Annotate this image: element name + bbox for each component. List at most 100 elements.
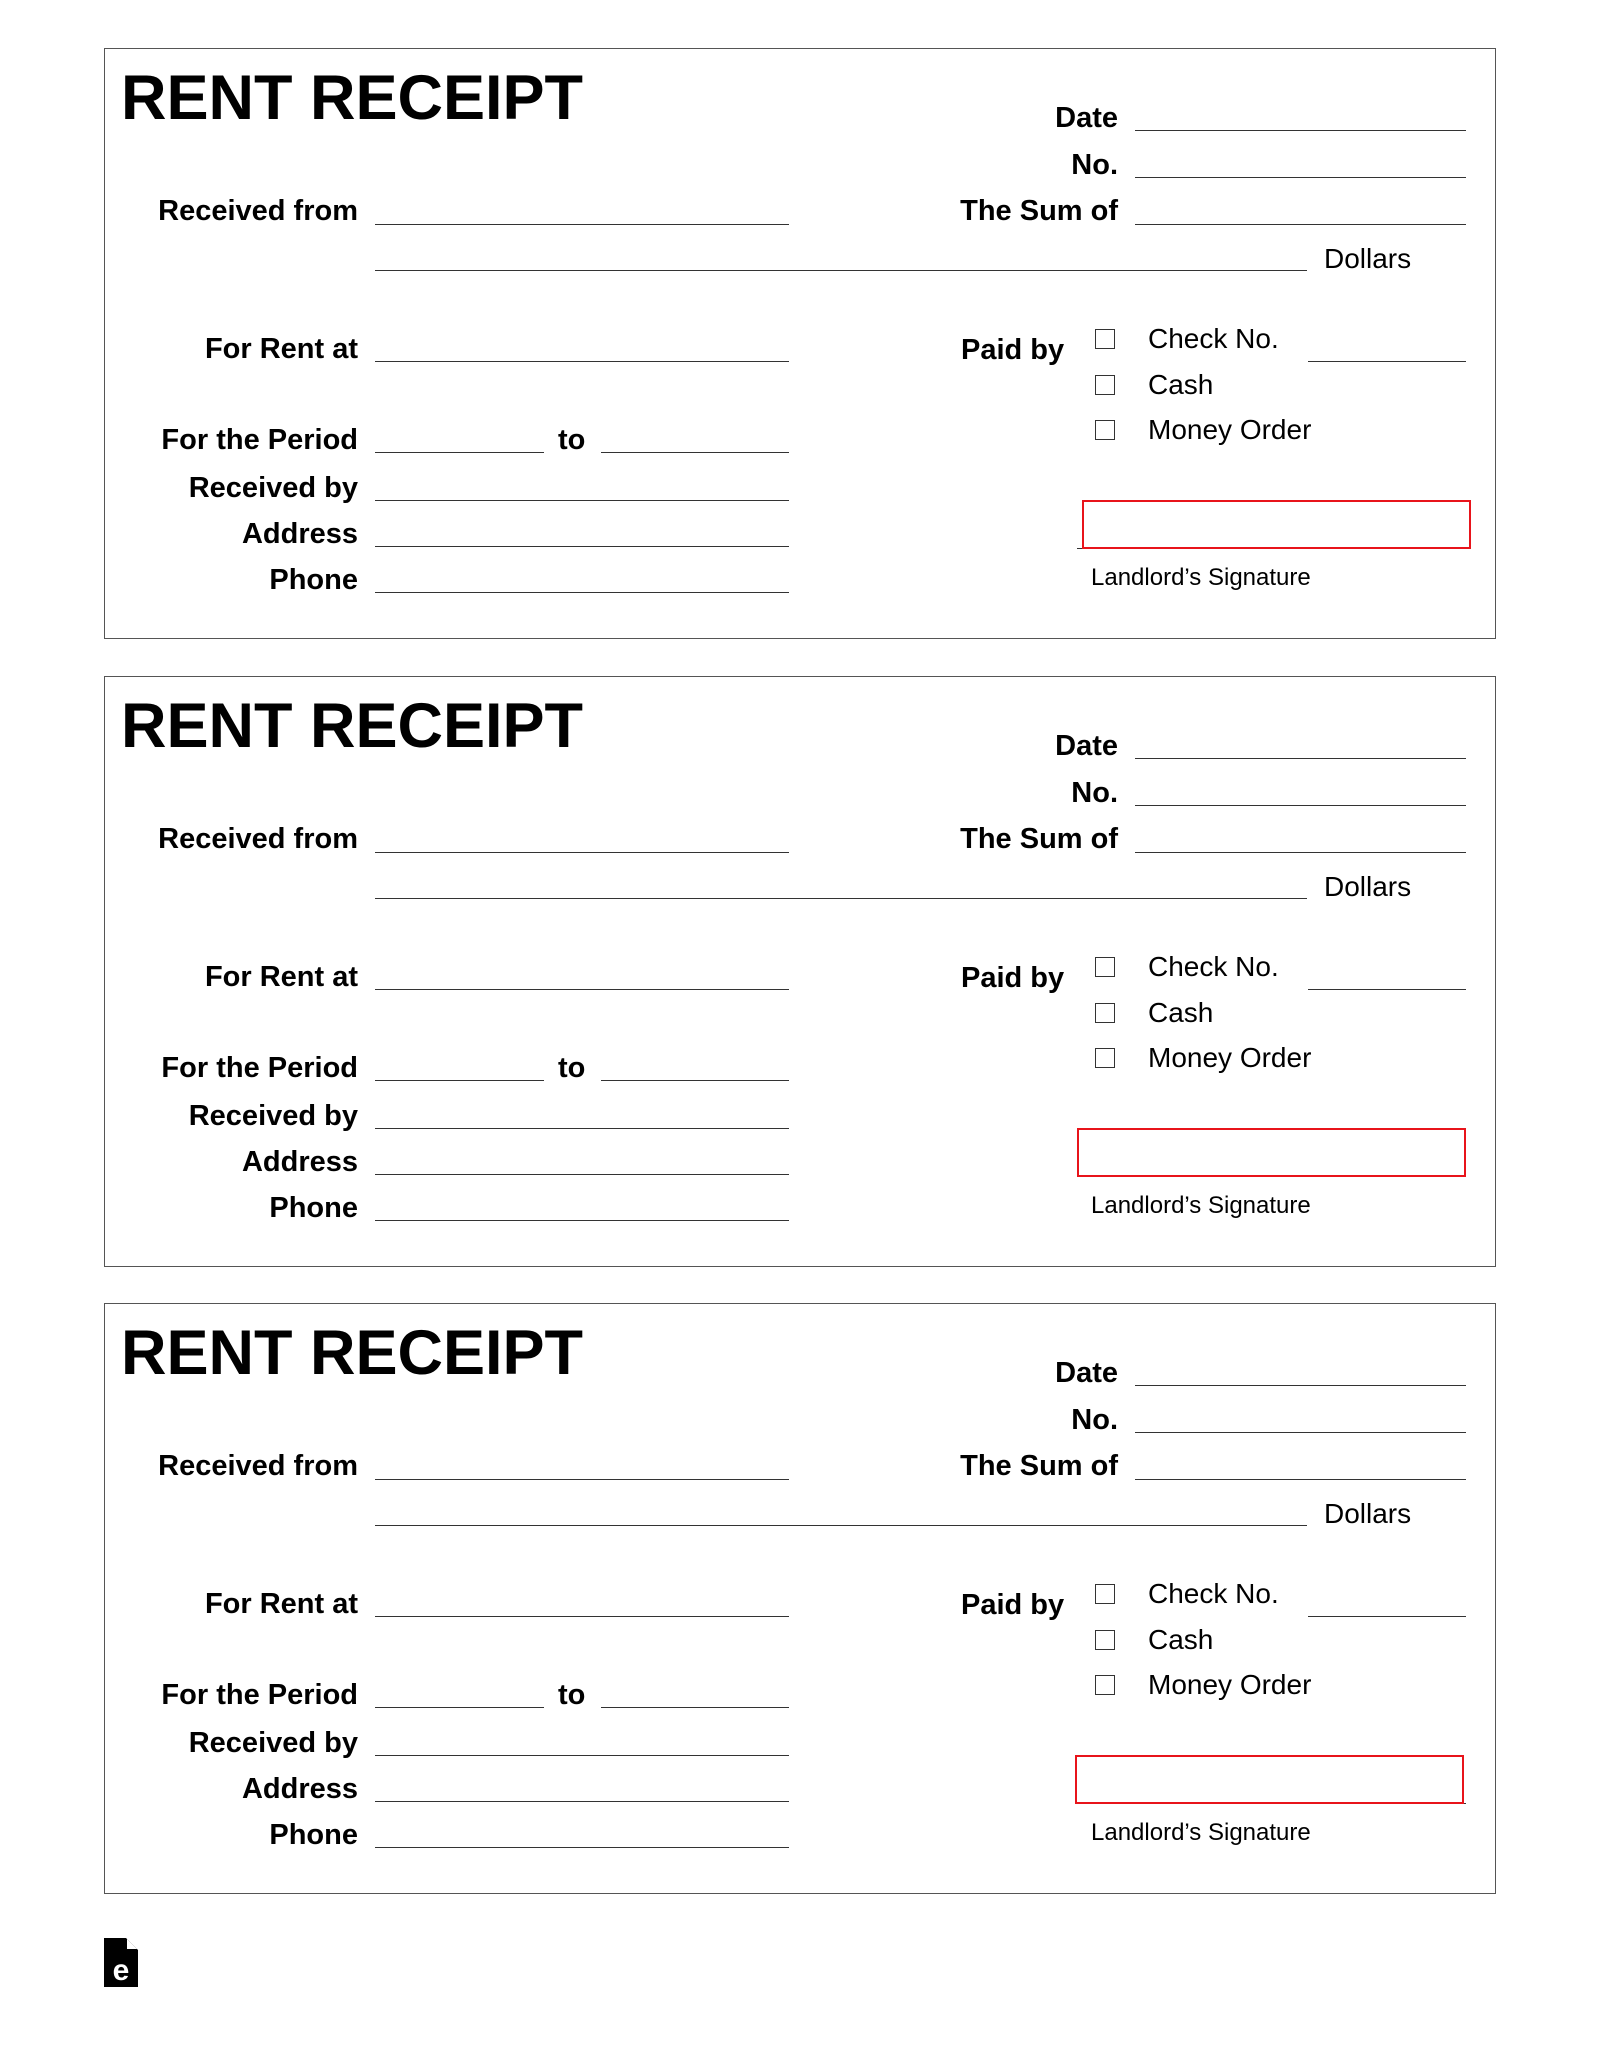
- sum-of-label: The Sum of: [960, 195, 1118, 227]
- payment-option-check: Check No.: [1148, 323, 1279, 354]
- period-start-field[interactable]: [375, 1707, 544, 1708]
- for-rent-at-label: For Rent at: [204, 1588, 358, 1620]
- checkbox-check[interactable]: [1095, 957, 1115, 977]
- landlord-signature-label: Landlord’s Signature: [1091, 1819, 1311, 1846]
- phone-label: Phone: [269, 1819, 358, 1851]
- payment-option-money-order: Money Order: [1148, 1669, 1312, 1700]
- paid-by-label: Paid by: [961, 1589, 1065, 1621]
- sum-field[interactable]: [1135, 852, 1466, 853]
- signature-field[interactable]: [1077, 1128, 1466, 1177]
- received-from-label: Received from: [158, 195, 358, 227]
- received-from-field[interactable]: [375, 852, 789, 853]
- date-label: Date: [1055, 1357, 1118, 1389]
- landlord-signature-label: Landlord’s Signature: [1091, 1192, 1311, 1219]
- for-rent-at-field[interactable]: [375, 361, 789, 362]
- check-number-field[interactable]: [1308, 1616, 1466, 1617]
- paid-by-label: Paid by: [961, 334, 1065, 366]
- no-label: No.: [1071, 777, 1118, 809]
- checkbox-cash[interactable]: [1095, 1630, 1115, 1650]
- period-end-field[interactable]: [601, 452, 789, 453]
- period-end-field[interactable]: [601, 1080, 789, 1081]
- to-label: to: [558, 1052, 586, 1084]
- paid-by-label: Paid by: [961, 962, 1065, 994]
- receipt-title: RENT RECEIPT: [121, 63, 584, 133]
- rent-receipt: RENT RECEIPT Received from For Rent at Rece…: [104, 48, 1496, 639]
- received-by-field[interactable]: [375, 500, 789, 501]
- checkbox-money-order[interactable]: [1095, 1048, 1115, 1068]
- eforms-logo-icon: e: [104, 1938, 138, 1987]
- address-field[interactable]: [375, 1174, 789, 1175]
- amount-in-words-field[interactable]: [375, 1525, 1307, 1526]
- phone-field[interactable]: [375, 1847, 789, 1848]
- payment-option-cash: Cash: [1148, 997, 1214, 1028]
- received-from-field[interactable]: [375, 1479, 789, 1480]
- checkbox-money-order[interactable]: [1095, 1675, 1115, 1695]
- checkbox-check[interactable]: [1095, 1584, 1115, 1604]
- phone-field[interactable]: [375, 592, 789, 593]
- number-field[interactable]: [1135, 177, 1466, 178]
- payment-option-check: Check No.: [1148, 951, 1279, 982]
- check-number-field[interactable]: [1308, 361, 1466, 362]
- for-rent-at-label: For Rent at: [204, 961, 358, 993]
- no-label: No.: [1071, 1404, 1118, 1436]
- signature-field[interactable]: [1075, 1755, 1464, 1804]
- address-label: Address: [241, 1146, 358, 1178]
- received-by-field[interactable]: [375, 1128, 789, 1129]
- for-rent-at-field[interactable]: [375, 1616, 789, 1617]
- period-end-field[interactable]: [601, 1707, 789, 1708]
- date-field[interactable]: [1135, 130, 1466, 131]
- signature-field[interactable]: [1082, 500, 1471, 549]
- received-by-label: Received by: [188, 472, 358, 504]
- received-from-label: Received from: [158, 823, 358, 855]
- received-from-field[interactable]: [375, 224, 789, 225]
- payment-option-check: Check No.: [1148, 1578, 1279, 1609]
- received-from-label: Received from: [158, 1450, 358, 1482]
- dollars-label: Dollars: [1324, 1498, 1412, 1529]
- sum-of-label: The Sum of: [960, 1450, 1118, 1482]
- payment-option-money-order: Money Order: [1148, 414, 1312, 445]
- address-label: Address: [241, 518, 358, 550]
- receipt-title: RENT RECEIPT: [121, 1318, 584, 1388]
- for-the-period-label: For the Period: [161, 1679, 358, 1711]
- for-the-period-label: For the Period: [161, 1052, 358, 1084]
- amount-in-words-field[interactable]: [375, 898, 1307, 899]
- svg-text:e: e: [113, 1954, 130, 1987]
- phone-field[interactable]: [375, 1220, 789, 1221]
- sum-field[interactable]: [1135, 224, 1466, 225]
- period-start-field[interactable]: [375, 1080, 544, 1081]
- to-label: to: [558, 1679, 586, 1711]
- receipt-title: RENT RECEIPT: [121, 691, 584, 761]
- to-label: to: [558, 424, 586, 456]
- rent-receipt: RENT RECEIPT Received from For Rent at Rece…: [104, 1303, 1496, 1894]
- rent-receipt: RENT RECEIPT Received from For Rent at Rece…: [104, 676, 1496, 1267]
- phone-label: Phone: [269, 1192, 358, 1224]
- address-field[interactable]: [375, 1801, 789, 1802]
- for-rent-at-field[interactable]: [375, 989, 789, 990]
- sum-of-label: The Sum of: [960, 823, 1118, 855]
- address-label: Address: [241, 1773, 358, 1805]
- payment-option-cash: Cash: [1148, 1624, 1214, 1655]
- address-field[interactable]: [375, 546, 789, 547]
- amount-in-words-field[interactable]: [375, 270, 1307, 271]
- checkbox-cash[interactable]: [1095, 1003, 1115, 1023]
- for-rent-at-label: For Rent at: [204, 333, 358, 365]
- received-by-field[interactable]: [375, 1755, 789, 1756]
- landlord-signature-label: Landlord’s Signature: [1091, 564, 1311, 591]
- number-field[interactable]: [1135, 1432, 1466, 1433]
- dollars-label: Dollars: [1324, 243, 1412, 274]
- payment-option-money-order: Money Order: [1148, 1042, 1312, 1073]
- payment-option-cash: Cash: [1148, 369, 1214, 400]
- sum-field[interactable]: [1135, 1479, 1466, 1480]
- date-field[interactable]: [1135, 758, 1466, 759]
- phone-label: Phone: [269, 564, 358, 596]
- for-the-period-label: For the Period: [161, 424, 358, 456]
- checkbox-check[interactable]: [1095, 329, 1115, 349]
- checkbox-cash[interactable]: [1095, 375, 1115, 395]
- no-label: No.: [1071, 149, 1118, 181]
- date-label: Date: [1055, 102, 1118, 134]
- date-field[interactable]: [1135, 1385, 1466, 1386]
- number-field[interactable]: [1135, 805, 1466, 806]
- checkbox-money-order[interactable]: [1095, 420, 1115, 440]
- period-start-field[interactable]: [375, 452, 544, 453]
- check-number-field[interactable]: [1308, 989, 1466, 990]
